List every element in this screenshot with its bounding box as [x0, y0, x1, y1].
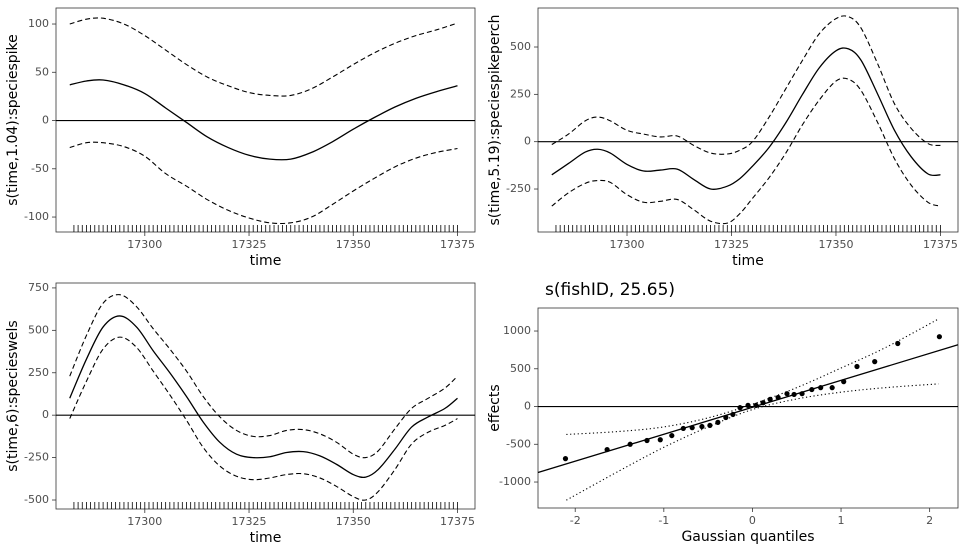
x-tick-label: 17350: [818, 238, 853, 251]
x-tick-label: 17375: [440, 515, 475, 528]
point: [745, 402, 751, 408]
fit-line: [551, 47, 941, 190]
point: [809, 386, 815, 393]
point: [767, 396, 773, 402]
y-axis-title: s(time,5.19):speciespikeperch: [487, 15, 503, 226]
y-tick-label: 500: [510, 362, 531, 375]
point: [562, 456, 569, 462]
upper-band: [69, 294, 458, 459]
point: [784, 391, 790, 397]
y-tick-label: 250: [510, 87, 531, 100]
y-tick-label: 0: [524, 400, 531, 413]
x-tick-label: 17300: [127, 515, 162, 528]
point: [829, 385, 835, 391]
x-tick-label: 2: [926, 514, 933, 527]
point: [730, 411, 736, 418]
y-tick-label: -1000: [499, 475, 531, 488]
point: [737, 405, 743, 411]
y-tick-label: 0: [524, 135, 531, 148]
point: [760, 400, 766, 406]
x-tick-label: 17300: [610, 238, 645, 251]
panel-frame: [537, 7, 959, 233]
y-axis-title: effects: [487, 384, 503, 431]
point: [854, 363, 860, 370]
fit-line: [69, 315, 458, 479]
upper-band: [551, 15, 941, 155]
x-tick-label: 17325: [232, 238, 267, 251]
point: [723, 414, 729, 421]
x-axis-title: time: [250, 530, 282, 546]
y-tick-label: 500: [510, 40, 531, 53]
y-tick-label: 0: [42, 408, 49, 421]
y-tick-label: 0: [42, 114, 49, 127]
lower-band: [566, 383, 939, 501]
point: [699, 423, 705, 430]
panel-frame: [537, 307, 959, 509]
point: [799, 391, 805, 397]
y-tick-label: 1000: [503, 324, 531, 337]
y-axis-title: s(time,1.04):speciespike: [5, 34, 21, 205]
lower-band: [69, 141, 458, 225]
y-tick-label: 500: [28, 323, 49, 336]
point: [936, 334, 942, 340]
y-tick-label: 50: [35, 65, 49, 78]
lower-band: [551, 77, 941, 225]
x-tick-label: 17350: [336, 515, 371, 528]
x-tick-label: 17350: [336, 238, 371, 251]
point: [715, 419, 721, 425]
upper-band: [69, 17, 458, 97]
upper-band: [566, 318, 939, 436]
point: [753, 402, 759, 408]
fit-line: [69, 79, 458, 161]
point: [791, 391, 797, 398]
panel-title: s(fishID, 25.65): [545, 280, 675, 300]
lower-band: [69, 336, 458, 501]
x-axis-title: time: [250, 253, 282, 269]
reference-line: [537, 344, 959, 474]
point: [669, 432, 675, 439]
y-tick-label: 100: [28, 17, 49, 30]
x-axis-title: Gaussian quantiles: [681, 529, 814, 545]
x-tick-label: 17375: [440, 238, 475, 251]
point: [775, 394, 781, 401]
x-tick-label: 17375: [923, 238, 958, 251]
point: [818, 385, 824, 391]
panel-frame: [55, 282, 476, 510]
x-tick-label: 0: [749, 514, 756, 527]
y-axis-title: s(time,6):specieswels: [5, 320, 21, 471]
point: [604, 446, 610, 453]
x-tick-label: -2: [570, 514, 581, 527]
y-tick-label: -500: [24, 493, 49, 506]
y-tick-label: -250: [506, 182, 531, 195]
point: [657, 437, 663, 443]
x-tick-label: 1: [838, 514, 845, 527]
point: [644, 437, 650, 444]
y-tick-label: -250: [24, 451, 49, 464]
x-tick-label: 17325: [714, 238, 749, 251]
point: [689, 425, 695, 431]
point: [872, 359, 878, 365]
y-tick-label: 250: [28, 366, 49, 379]
x-tick-label: 17300: [127, 238, 162, 251]
point: [707, 422, 713, 429]
y-tick-label: 750: [28, 281, 49, 294]
x-axis-title: time: [732, 253, 764, 269]
point: [627, 441, 633, 447]
point: [680, 425, 686, 432]
y-tick-label: -50: [31, 162, 49, 175]
point: [841, 379, 847, 385]
y-tick-label: -100: [24, 210, 49, 223]
y-tick-label: -500: [506, 437, 531, 450]
point: [895, 340, 901, 347]
x-tick-label: -1: [658, 514, 669, 527]
x-tick-label: 17325: [232, 515, 267, 528]
